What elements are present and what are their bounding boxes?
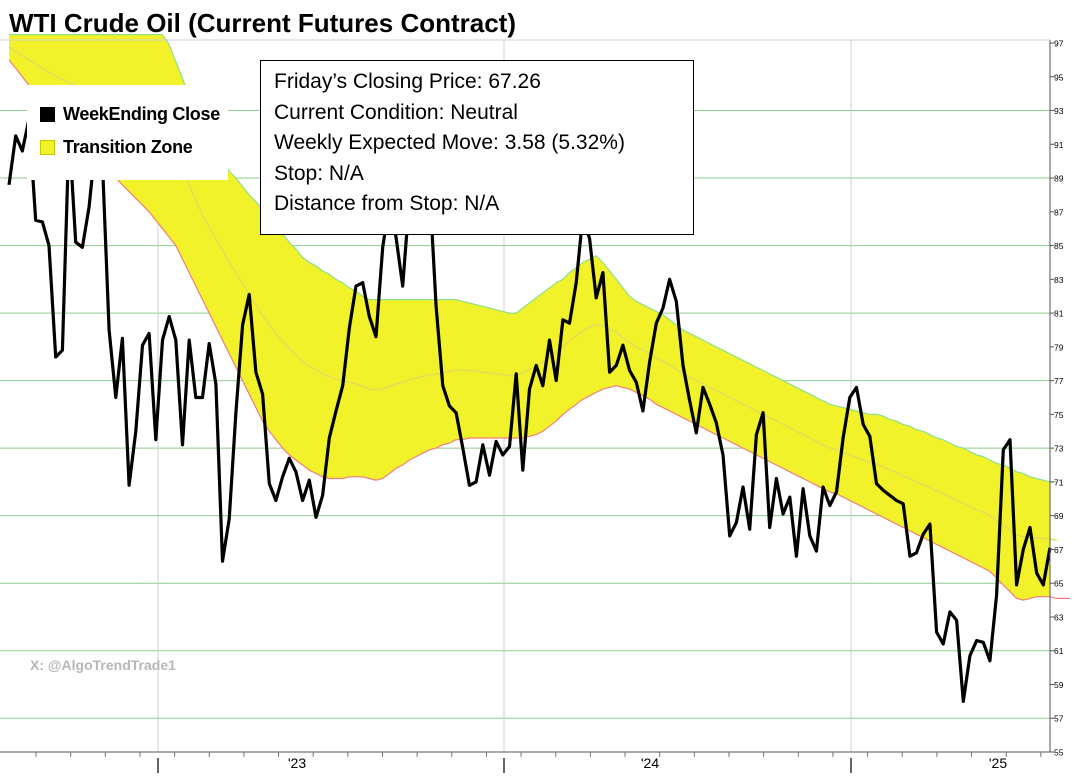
y-tick-label: 63 — [1054, 612, 1064, 622]
y-tick-label: 87 — [1054, 207, 1064, 217]
y-tick-label: 75 — [1054, 410, 1064, 420]
y-tick-label: 69 — [1054, 511, 1064, 521]
x-tick-label: '24 — [641, 755, 659, 771]
y-tick-label: 81 — [1054, 309, 1064, 319]
weekending-close-line — [7, 117, 1052, 703]
info-closing-price: Friday’s Closing Price: 67.26 — [274, 70, 541, 93]
y-tick-label: 79 — [1054, 342, 1064, 352]
y-tick-label: 83 — [1054, 275, 1064, 285]
info-distance-from-stop: Distance from Stop: N/A — [274, 192, 500, 215]
y-tick-label: 93 — [1054, 106, 1064, 116]
y-tick-label: 57 — [1054, 714, 1064, 724]
watermark: X: @AlgoTrendTrade1 — [30, 657, 176, 673]
legend-item-transition-zone: Transition Zone — [40, 136, 193, 158]
weekending-close-series — [7, 117, 1052, 703]
transition-zone-lower-edge — [8, 59, 1070, 601]
y-tick-label: 95 — [1054, 72, 1064, 82]
legend-swatch-zone — [40, 139, 55, 155]
chart-axes: 55 57 59 61 63 65 67 69 71 73 75 77 79 81 83 85 87 89 91 93… — [0, 39, 1064, 773]
y-tick-label: 89 — [1054, 174, 1064, 184]
legend-label: WeekEnding Close — [63, 103, 220, 124]
legend-swatch-close — [40, 106, 55, 122]
chart-title: WTI Crude Oil (Current Futures Contract) — [9, 8, 516, 38]
legend-item-weekending-close: WeekEnding Close — [40, 103, 220, 125]
x-tick-label: '23 — [288, 755, 306, 771]
y-tick-label: 65 — [1054, 579, 1064, 589]
info-expected-move: Weekly Expected Move: 3.58 (5.32%) — [274, 131, 625, 154]
y-tick-label: 85 — [1054, 241, 1064, 251]
transition-zone-upper-edge — [9, 34, 1057, 483]
y-tick-label: 73 — [1054, 444, 1064, 454]
y-tick-label: 91 — [1054, 140, 1064, 150]
y-tick-label: 71 — [1054, 477, 1064, 487]
x-tick-label: '25 — [989, 755, 1007, 771]
chart-legend: WeekEnding Close Transition Zone — [27, 85, 228, 180]
y-tick-label: 55 — [1054, 748, 1064, 758]
y-tick-label: 59 — [1054, 680, 1064, 690]
y-tick-label: 61 — [1054, 646, 1064, 656]
info-stop: Stop: N/A — [274, 161, 364, 185]
y-tick-label: 97 — [1054, 39, 1064, 49]
legend-label: Transition Zone — [63, 136, 193, 157]
transition-zone-area — [9, 34, 1050, 601]
info-box: Friday’s Closing Price: 67.26 Current Co… — [260, 60, 694, 235]
info-current-condition: Current Condition: Neutral — [274, 100, 518, 124]
y-tick-label: 67 — [1054, 545, 1064, 555]
y-tick-label: 77 — [1054, 376, 1064, 386]
